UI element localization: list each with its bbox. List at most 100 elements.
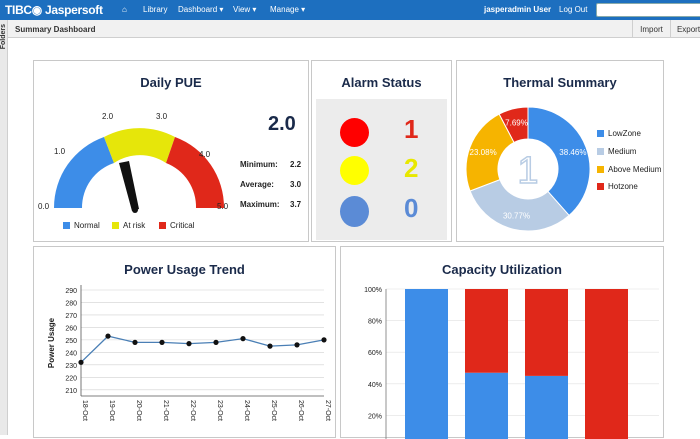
thermal-summary-panel: Thermal Summary 38.46% 30.77% 23.08% 7.69% 1… — [456, 60, 664, 242]
y-tick-label: 60% — [368, 350, 382, 357]
legend-item-medium: Medium — [597, 147, 636, 156]
legend-item-critical: Critical — [159, 221, 194, 230]
gauge-atrisk-band — [104, 128, 175, 163]
pue-max-label: Maximum: — [240, 200, 280, 209]
legend-item-normal: Normal — [63, 221, 100, 230]
power-usage-trend-panel: Power Usage Trend 210 220 230 240 250 260 270 2… — [33, 246, 336, 438]
pue-avg-value: 3.0 — [290, 180, 302, 189]
data-point — [321, 337, 327, 343]
page-title: Summary Dashboard — [15, 25, 96, 34]
data-point — [213, 339, 219, 345]
bar-segment — [585, 289, 628, 439]
data-point — [78, 359, 84, 365]
alarm-info-count: 0 — [404, 193, 419, 223]
donut-slice-lowzone — [527, 106, 591, 217]
data-point — [132, 339, 138, 345]
alarm-critical-count: 1 — [404, 114, 419, 144]
x-tick-label: 25-Oct — [270, 400, 277, 421]
donut-slice-label: 23.08% — [470, 148, 497, 157]
legend-item-at-risk: At risk — [112, 221, 145, 230]
y-tick-label: 260 — [65, 325, 77, 332]
gauge-tick-label: 3.0 — [156, 112, 168, 121]
bar-segment — [405, 289, 448, 439]
x-tick-label: 22-Oct — [189, 400, 196, 421]
donut-slice-medium — [469, 178, 570, 232]
x-tick-label: 18-Oct — [81, 400, 88, 421]
series-line — [80, 335, 325, 363]
import-button[interactable]: Import — [632, 20, 670, 38]
x-tick-label: 23-Oct — [216, 400, 223, 421]
daily-pue-title: Daily PUE — [140, 75, 202, 90]
data-point — [105, 333, 111, 339]
bar-segment — [465, 289, 508, 373]
alarm-status-body — [316, 99, 447, 240]
gauge-needle — [119, 161, 139, 211]
x-tick-label: 20-Oct — [135, 400, 142, 421]
data-point — [186, 341, 192, 347]
donut-slice-label: 30.77% — [503, 212, 530, 221]
x-tick-label: 21-Oct — [162, 400, 169, 421]
nav-dashboard-menu[interactable]: Dashboard ▾ — [178, 5, 224, 14]
bar-segment — [525, 375, 568, 439]
legend-item-lowzone: LowZone — [597, 129, 641, 138]
gauge-tick-label: 2.0 — [102, 112, 114, 121]
bar-segment — [525, 289, 568, 376]
y-tick-label: 240 — [65, 350, 77, 357]
gauge-tick-label: 1.0 — [54, 147, 66, 156]
y-tick-label: 250 — [65, 338, 77, 345]
pue-current-value: 2.0 — [268, 113, 296, 135]
y-axis-label: Power Usage — [47, 317, 56, 368]
capacity-utilization-panel: Capacity Utilization 20% 40% 60% 80% 100% — [340, 246, 664, 439]
nav-view-menu[interactable]: View ▾ — [233, 5, 257, 14]
alarm-status-panel: Alarm Status 1 2 0 — [311, 60, 452, 242]
gauge-critical-band — [166, 137, 225, 208]
daily-pue-panel: Daily PUE 0.0 1.0 2.0 3.0 4.0 5.0 2.0 Mi… — [33, 60, 309, 242]
logout-link[interactable]: Log Out — [559, 5, 588, 14]
donut-slice-label: 7.69% — [505, 118, 528, 127]
home-icon[interactable]: ⌂ — [122, 5, 127, 14]
top-nav-bar: TIBC◉ Jaspersoft ⌂ Library Dashboard ▾ V… — [0, 0, 700, 20]
capacity-utilization-title: Capacity Utilization — [442, 262, 562, 277]
y-tick-label: 40% — [368, 382, 382, 389]
power-usage-trend-title: Power Usage Trend — [124, 262, 245, 277]
y-tick-label: 280 — [65, 300, 77, 307]
thermal-donut-chart: 38.46% 30.77% 23.08% 7.69% 1 — [465, 106, 591, 232]
gauge-tick-label: 5.0 — [217, 202, 229, 211]
alarm-info-indicator — [340, 196, 369, 227]
current-user[interactable]: jasperadmin User — [484, 5, 552, 14]
app-logo: TIBC◉ Jaspersoft — [5, 3, 103, 17]
power-usage-line-chart: 210 220 230 240 250 260 270 280 290 Power Usage 18… — [47, 285, 331, 421]
pue-gauge — [53, 128, 225, 213]
data-point — [294, 342, 300, 348]
y-tick-label: 210 — [65, 388, 77, 395]
y-tick-label: 270 — [65, 313, 77, 320]
search-input[interactable] — [596, 3, 700, 17]
x-tick-label: 19-Oct — [108, 400, 115, 421]
folders-panel-toggle[interactable]: Folders — [0, 20, 8, 435]
data-point — [240, 336, 246, 342]
pue-min-value: 2.2 — [290, 160, 302, 169]
donut-slice-label: 38.46% — [559, 148, 586, 157]
x-tick-label: 24-Oct — [243, 400, 250, 421]
nav-library[interactable]: Library — [143, 5, 168, 14]
gauge-tick-label: 4.0 — [199, 150, 211, 159]
x-tick-label: 26-Oct — [297, 400, 304, 421]
capacity-bar-chart: 20% 40% 60% 80% 100% — [364, 287, 659, 439]
alarm-warning-indicator — [340, 156, 369, 185]
export-button[interactable]: Export — [670, 20, 700, 38]
pue-min-label: Minimum: — [240, 160, 278, 169]
legend-item-above-medium: Above Medium — [597, 165, 661, 174]
legend-item-hotzone: Hotzone — [597, 182, 638, 191]
y-tick-label: 230 — [65, 363, 77, 370]
nav-manage-menu[interactable]: Manage ▾ — [270, 5, 306, 14]
pue-avg-label: Average: — [240, 180, 274, 189]
x-tick-label: 27-Oct — [324, 400, 331, 421]
y-tick-label: 220 — [65, 375, 77, 382]
y-tick-label: 100% — [364, 287, 382, 294]
data-point — [267, 343, 273, 349]
folders-label: Folders — [0, 24, 7, 50]
data-point — [159, 339, 165, 345]
donut-slice-hotzone — [498, 106, 529, 144]
y-tick-label: 290 — [65, 288, 77, 295]
y-tick-label: 20% — [368, 413, 382, 420]
